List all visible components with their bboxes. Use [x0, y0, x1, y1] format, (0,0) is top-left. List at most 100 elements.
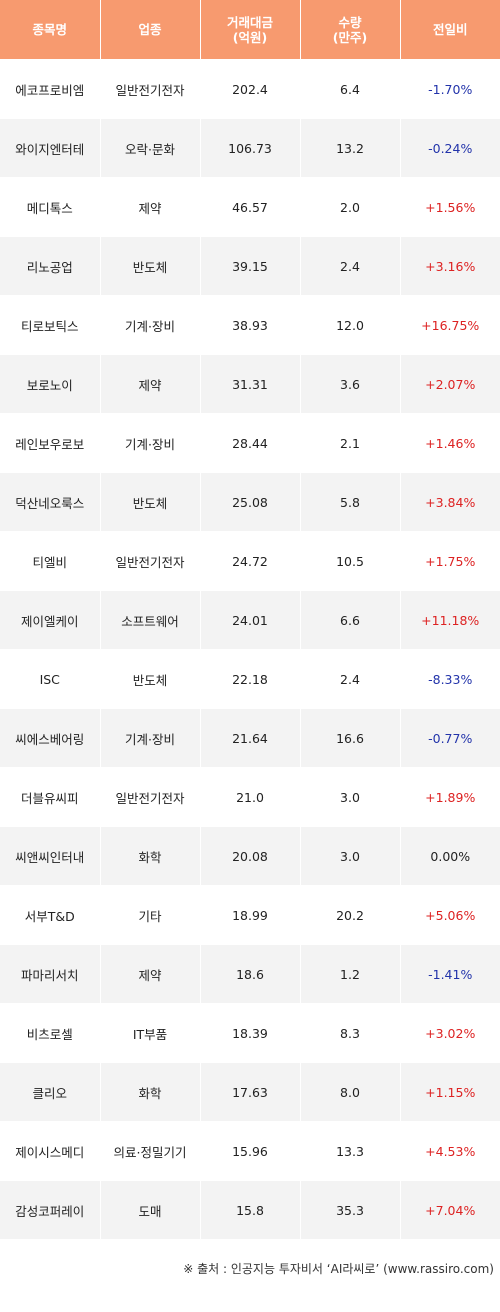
cell-amount: 21.64: [200, 708, 301, 768]
cell-volume: 2.1: [300, 413, 401, 473]
cell-amount: 39.15: [200, 236, 301, 296]
col-header-name: 종목명: [0, 0, 101, 60]
table-row: 제이시스메디 의료·정밀기기 15.96 13.3 +4.53%: [0, 1121, 500, 1181]
table-row: 씨에스베어링 기계·장비 21.64 16.6 -0.77%: [0, 708, 500, 768]
cell-change: -0.24%: [400, 118, 500, 178]
cell-sector: 기계·장비: [100, 708, 201, 768]
cell-name: 리노공업: [0, 236, 101, 296]
cell-change: 0.00%: [400, 826, 500, 886]
cell-change: +1.46%: [400, 413, 500, 473]
col-header-amount-line1: 거래대금: [226, 14, 273, 30]
cell-sector: 일반전기전자: [100, 531, 201, 591]
cell-name: 티엘비: [0, 531, 101, 591]
table-row: 에코프로비엠 일반전기전자 202.4 6.4 -1.70%: [0, 59, 500, 119]
cell-volume: 13.2: [300, 118, 401, 178]
cell-name: ISC: [0, 649, 101, 709]
cell-volume: 2.0: [300, 177, 401, 237]
table-row: 비츠로셀 IT부품 18.39 8.3 +3.02%: [0, 1003, 500, 1063]
cell-amount: 15.96: [200, 1121, 301, 1181]
table-row: 덕산네오룩스 반도체 25.08 5.8 +3.84%: [0, 472, 500, 532]
cell-sector: 제약: [100, 944, 201, 1004]
col-header-sector: 업종: [100, 0, 201, 60]
stock-ranking-table: 종목명 업종 거래대금 (억원) 수량 (만주) 전일비 에코프로비엠 일반전기전…: [0, 0, 500, 1239]
cell-volume: 12.0: [300, 295, 401, 355]
cell-amount: 17.63: [200, 1062, 301, 1122]
cell-amount: 46.57: [200, 177, 301, 237]
col-header-volume-line2: (만주): [332, 29, 368, 45]
cell-volume: 6.6: [300, 590, 401, 650]
table-row: 감성코퍼레이 도매 15.8 35.3 +7.04%: [0, 1180, 500, 1239]
cell-change: +5.06%: [400, 885, 500, 945]
cell-volume: 13.3: [300, 1121, 401, 1181]
cell-sector: 기타: [100, 885, 201, 945]
cell-name: 제이엘케이: [0, 590, 101, 650]
table-row: 리노공업 반도체 39.15 2.4 +3.16%: [0, 236, 500, 296]
cell-amount: 15.8: [200, 1180, 301, 1239]
cell-change: +11.18%: [400, 590, 500, 650]
cell-amount: 38.93: [200, 295, 301, 355]
table-row: 티로보틱스 기계·장비 38.93 12.0 +16.75%: [0, 295, 500, 355]
source-note: ※ 출처 : 인공지능 투자비서 ‘AI라씨로’ (www.rassiro.co…: [183, 1262, 494, 1276]
cell-sector: 의료·정밀기기: [100, 1121, 201, 1181]
cell-change: +16.75%: [400, 295, 500, 355]
cell-amount: 28.44: [200, 413, 301, 473]
cell-name: 와이지엔터테: [0, 118, 101, 178]
cell-name: 씨에스베어링: [0, 708, 101, 768]
cell-volume: 6.4: [300, 59, 401, 119]
cell-volume: 2.4: [300, 649, 401, 709]
table-row: 티엘비 일반전기전자 24.72 10.5 +1.75%: [0, 531, 500, 591]
cell-name: 파마리서치: [0, 944, 101, 1004]
table-row: 더블유씨피 일반전기전자 21.0 3.0 +1.89%: [0, 767, 500, 827]
cell-volume: 8.0: [300, 1062, 401, 1122]
cell-name: 보로노이: [0, 354, 101, 414]
cell-volume: 3.6: [300, 354, 401, 414]
cell-amount: 20.08: [200, 826, 301, 886]
col-header-change: 전일비: [400, 0, 500, 60]
cell-sector: 일반전기전자: [100, 59, 201, 119]
cell-sector: 화학: [100, 826, 201, 886]
cell-amount: 31.31: [200, 354, 301, 414]
table-row: 파마리서치 제약 18.6 1.2 -1.41%: [0, 944, 500, 1004]
cell-volume: 1.2: [300, 944, 401, 1004]
table-row: 보로노이 제약 31.31 3.6 +2.07%: [0, 354, 500, 414]
cell-sector: 제약: [100, 354, 201, 414]
cell-volume: 35.3: [300, 1180, 401, 1239]
cell-amount: 18.39: [200, 1003, 301, 1063]
cell-volume: 8.3: [300, 1003, 401, 1063]
cell-change: +3.02%: [400, 1003, 500, 1063]
col-header-amount-line2: (억원): [232, 29, 268, 45]
cell-volume: 2.4: [300, 236, 401, 296]
cell-sector: 반도체: [100, 649, 201, 709]
cell-name: 레인보우로보: [0, 413, 101, 473]
table-row: 제이엘케이 소프트웨어 24.01 6.6 +11.18%: [0, 590, 500, 650]
cell-sector: 제약: [100, 177, 201, 237]
cell-name: 에코프로비엠: [0, 59, 101, 119]
cell-name: 더블유씨피: [0, 767, 101, 827]
table-row: 클리오 화학 17.63 8.0 +1.15%: [0, 1062, 500, 1122]
cell-change: +1.15%: [400, 1062, 500, 1122]
cell-change: +4.53%: [400, 1121, 500, 1181]
cell-sector: 기계·장비: [100, 413, 201, 473]
cell-amount: 21.0: [200, 767, 301, 827]
cell-change: +1.89%: [400, 767, 500, 827]
cell-change: +3.16%: [400, 236, 500, 296]
cell-sector: IT부품: [100, 1003, 201, 1063]
cell-change: -1.70%: [400, 59, 500, 119]
cell-amount: 24.72: [200, 531, 301, 591]
table-row: 와이지엔터테 오락·문화 106.73 13.2 -0.24%: [0, 118, 500, 178]
cell-change: +7.04%: [400, 1180, 500, 1239]
cell-sector: 일반전기전자: [100, 767, 201, 827]
cell-amount: 18.99: [200, 885, 301, 945]
col-header-volume-line1: 수량: [338, 14, 362, 30]
col-header-amount: 거래대금 (억원): [200, 0, 301, 60]
table-row: 서부T&D 기타 18.99 20.2 +5.06%: [0, 885, 500, 945]
cell-change: -1.41%: [400, 944, 500, 1004]
table-row: 씨앤씨인터내 화학 20.08 3.0 0.00%: [0, 826, 500, 886]
cell-volume: 10.5: [300, 531, 401, 591]
cell-name: 제이시스메디: [0, 1121, 101, 1181]
cell-volume: 3.0: [300, 826, 401, 886]
cell-name: 서부T&D: [0, 885, 101, 945]
cell-sector: 기계·장비: [100, 295, 201, 355]
cell-volume: 3.0: [300, 767, 401, 827]
